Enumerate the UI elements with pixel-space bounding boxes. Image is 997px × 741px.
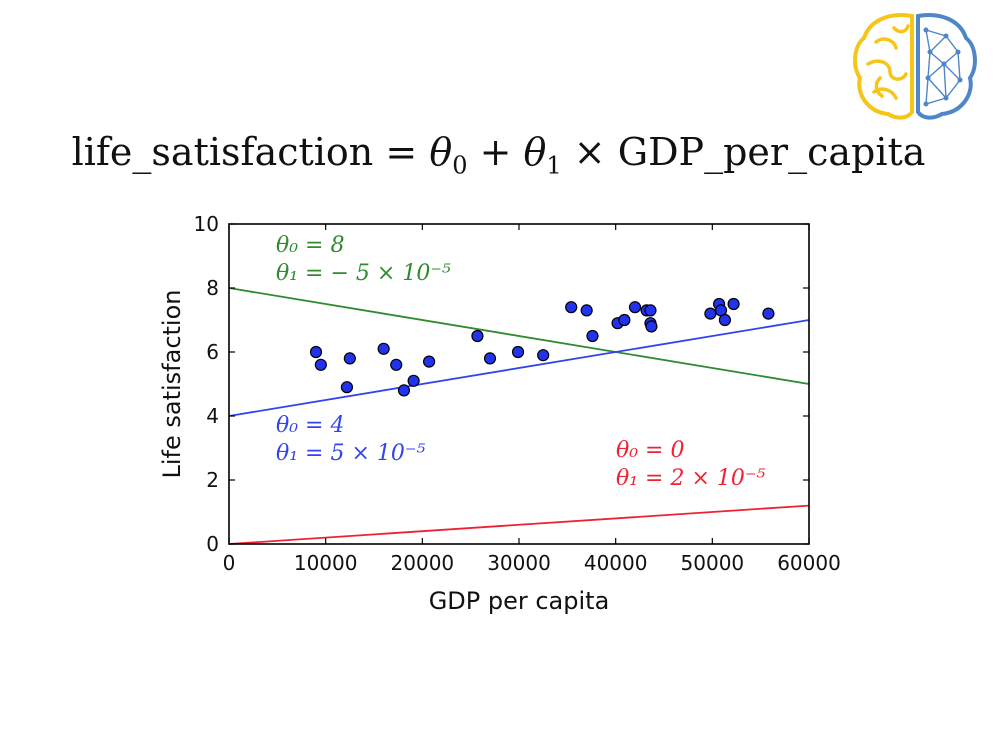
data-point bbox=[628, 301, 642, 314]
x-tick-label: 20000 bbox=[391, 551, 455, 575]
data-point bbox=[314, 358, 327, 371]
data-point bbox=[586, 329, 599, 343]
y-tick-label: 4 bbox=[206, 404, 219, 428]
formula-times: × bbox=[573, 130, 606, 174]
y-tick-label: 8 bbox=[206, 276, 219, 300]
annotation-theta1-3: θ₁ = 2 × 10⁻⁵ bbox=[616, 466, 766, 491]
y-tick-label: 6 bbox=[206, 340, 219, 364]
x-axis-label: GDP per capita bbox=[429, 587, 610, 615]
data-point bbox=[644, 304, 657, 317]
annotation-theta0-3: θ₀ = 0 bbox=[616, 438, 684, 463]
formula-equals: = bbox=[385, 130, 418, 174]
annotation-theta0-2: θ₀ = 4 bbox=[276, 413, 344, 438]
data-point bbox=[377, 342, 390, 355]
model-line-2 bbox=[228, 319, 810, 417]
data-point bbox=[511, 345, 525, 359]
data-point bbox=[390, 358, 403, 371]
data-point bbox=[537, 349, 550, 362]
data-point bbox=[580, 304, 593, 317]
model-line-1 bbox=[228, 287, 810, 385]
formula: life_satisfaction = θ0 + θ1 × GDP_per_ca… bbox=[0, 130, 997, 180]
data-point bbox=[704, 307, 717, 320]
x-tick-label: 40000 bbox=[584, 551, 648, 575]
data-point bbox=[471, 329, 484, 343]
y-tick-label: 2 bbox=[206, 468, 219, 492]
data-point bbox=[397, 384, 411, 397]
data-point bbox=[309, 345, 323, 359]
data-point bbox=[407, 374, 420, 387]
data-point bbox=[343, 352, 356, 365]
annotation-theta0-1: θ₀ = 8 bbox=[276, 233, 344, 258]
formula-theta1: θ1 bbox=[523, 130, 562, 180]
formula-plus: + bbox=[479, 130, 512, 174]
data-point bbox=[340, 381, 354, 394]
data-point bbox=[718, 313, 732, 327]
x-tick-label: 30000 bbox=[487, 551, 551, 575]
data-point bbox=[618, 313, 631, 327]
brain-icon bbox=[853, 13, 977, 120]
annotation-theta1-1: θ₁ = − 5 × 10⁻⁵ bbox=[276, 261, 451, 286]
y-tick-label: 0 bbox=[206, 532, 219, 556]
formula-theta0: θ0 bbox=[429, 130, 468, 180]
y-axis-label: Life satisfaction bbox=[158, 290, 186, 479]
data-point bbox=[727, 297, 740, 311]
formula-var: GDP_per_capita bbox=[617, 130, 926, 174]
x-tick-label: 60000 bbox=[777, 551, 841, 575]
y-tick-label: 10 bbox=[194, 212, 219, 236]
x-tick-label: 50000 bbox=[681, 551, 745, 575]
data-point bbox=[423, 355, 436, 368]
formula-lhs: life_satisfaction bbox=[71, 130, 374, 174]
x-tick-label: 10000 bbox=[294, 551, 358, 575]
data-point bbox=[483, 352, 497, 365]
data-point bbox=[565, 301, 578, 314]
data-point bbox=[762, 307, 775, 320]
x-tick-label: 0 bbox=[223, 551, 236, 575]
data-point bbox=[645, 320, 658, 333]
model-line-3 bbox=[228, 504, 810, 545]
annotation-theta1-2: θ₁ = 5 × 10⁻⁵ bbox=[276, 441, 426, 466]
